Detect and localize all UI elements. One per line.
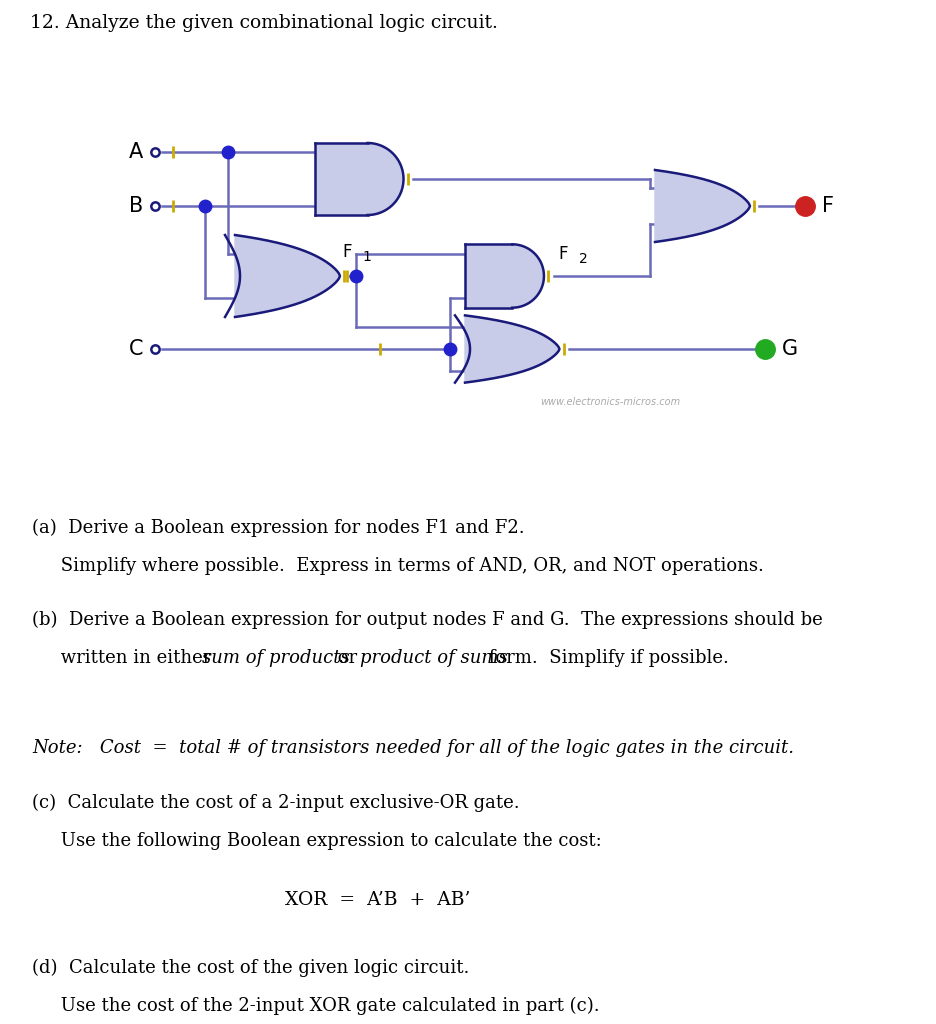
Text: www.electronics-micros.com: www.electronics-micros.com — [540, 397, 680, 407]
Text: form.  Simplify if possible.: form. Simplify if possible. — [483, 649, 729, 667]
Text: or: or — [332, 649, 363, 667]
Text: (c)  Calculate the cost of a 2-input exclusive-OR gate.: (c) Calculate the cost of a 2-input excl… — [32, 794, 519, 812]
Text: 2: 2 — [579, 252, 588, 266]
Text: (a)  Derive a Boolean expression for nodes F1 and F2.: (a) Derive a Boolean expression for node… — [32, 519, 524, 538]
Text: 1: 1 — [362, 250, 371, 264]
Text: written in either: written in either — [32, 649, 217, 667]
Text: F: F — [342, 243, 352, 261]
Polygon shape — [512, 245, 544, 307]
Text: product of sums: product of sums — [360, 649, 507, 667]
Text: (b)  Derive a Boolean expression for output nodes F and G.  The expressions shou: (b) Derive a Boolean expression for outp… — [32, 611, 823, 630]
Text: A: A — [129, 142, 143, 162]
Text: (d)  Calculate the cost of the given logic circuit.: (d) Calculate the cost of the given logi… — [32, 959, 469, 977]
Polygon shape — [235, 234, 340, 317]
Text: B: B — [129, 196, 143, 216]
Text: F: F — [558, 245, 567, 263]
Text: XOR  =  A’B  +  AB’: XOR = A’B + AB’ — [285, 891, 471, 909]
Text: G: G — [782, 339, 797, 359]
Polygon shape — [465, 245, 512, 307]
Text: Use the cost of the 2-input XOR gate calculated in part (c).: Use the cost of the 2-input XOR gate cal… — [32, 997, 600, 1015]
Text: sum of products: sum of products — [202, 649, 350, 667]
Polygon shape — [315, 143, 368, 215]
Polygon shape — [465, 315, 560, 383]
Text: 12. Analyze the given combinational logic circuit.: 12. Analyze the given combinational logi… — [30, 14, 498, 32]
Text: Note:   Cost  =  total # of transistors needed for all of the logic gates in the: Note: Cost = total # of transistors need… — [32, 739, 794, 757]
Text: F: F — [822, 196, 834, 216]
Text: Use the following Boolean expression to calculate the cost:: Use the following Boolean expression to … — [32, 831, 602, 850]
Text: C: C — [128, 339, 143, 359]
Polygon shape — [655, 170, 750, 242]
Polygon shape — [368, 143, 403, 215]
Text: Simplify where possible.  Express in terms of AND, OR, and NOT operations.: Simplify where possible. Express in term… — [32, 557, 764, 575]
